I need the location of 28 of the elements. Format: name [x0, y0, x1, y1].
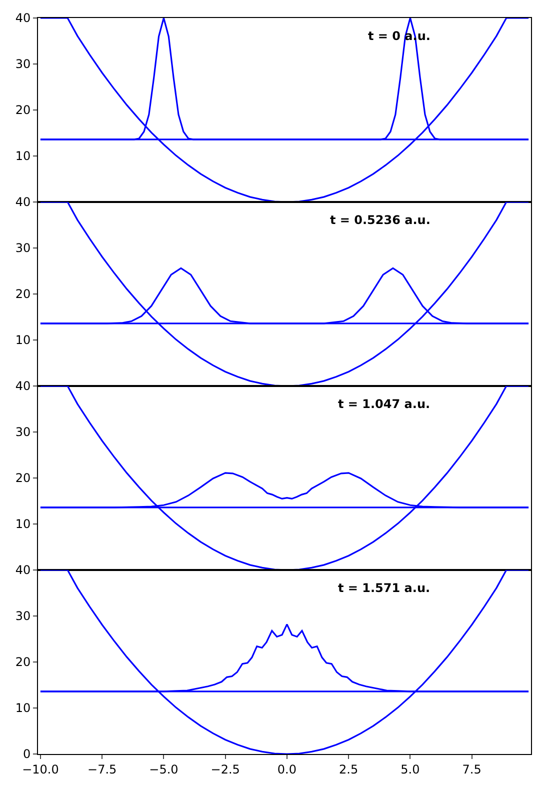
x-tick-label: −5.0 — [149, 762, 178, 776]
y-tick-label: 20 — [15, 103, 31, 118]
y-tick-label: 40 — [15, 563, 31, 578]
x-tick-label: −7.5 — [88, 762, 117, 776]
y-tick-label: 30 — [15, 241, 31, 256]
y-tick-label: 40 — [15, 379, 31, 394]
y-tick-label: 10 — [15, 149, 31, 164]
y-tick-label: 20 — [15, 287, 31, 302]
x-tick-label: 0.0 — [277, 762, 297, 776]
y-tick-label: 10 — [15, 701, 31, 716]
y-tick-label: 20 — [15, 471, 31, 486]
annotation: t = 1.571 a.u. — [338, 581, 430, 595]
x-tick-label: −2.5 — [210, 762, 240, 776]
y-tick-label: 20 — [15, 655, 31, 670]
y-tick-label: 30 — [15, 609, 31, 624]
y-tick-label: 40 — [15, 195, 31, 210]
x-tick-label: 7.5 — [462, 762, 482, 776]
annotation: t = 1.047 a.u. — [338, 397, 430, 411]
y-tick-label: 30 — [15, 425, 31, 440]
x-tick-label: 5.0 — [400, 762, 420, 776]
y-tick-label: 10 — [15, 333, 31, 348]
annotation: t = 0.5236 a.u. — [330, 213, 430, 227]
y-tick-label: 10 — [15, 517, 31, 532]
y-tick-label: 40 — [15, 11, 31, 26]
y-tick-label: 30 — [15, 57, 31, 72]
x-tick-label: 2.5 — [339, 762, 358, 776]
x-tick-label: −10.0 — [22, 762, 59, 776]
y-tick-label: 0 — [22, 747, 31, 762]
